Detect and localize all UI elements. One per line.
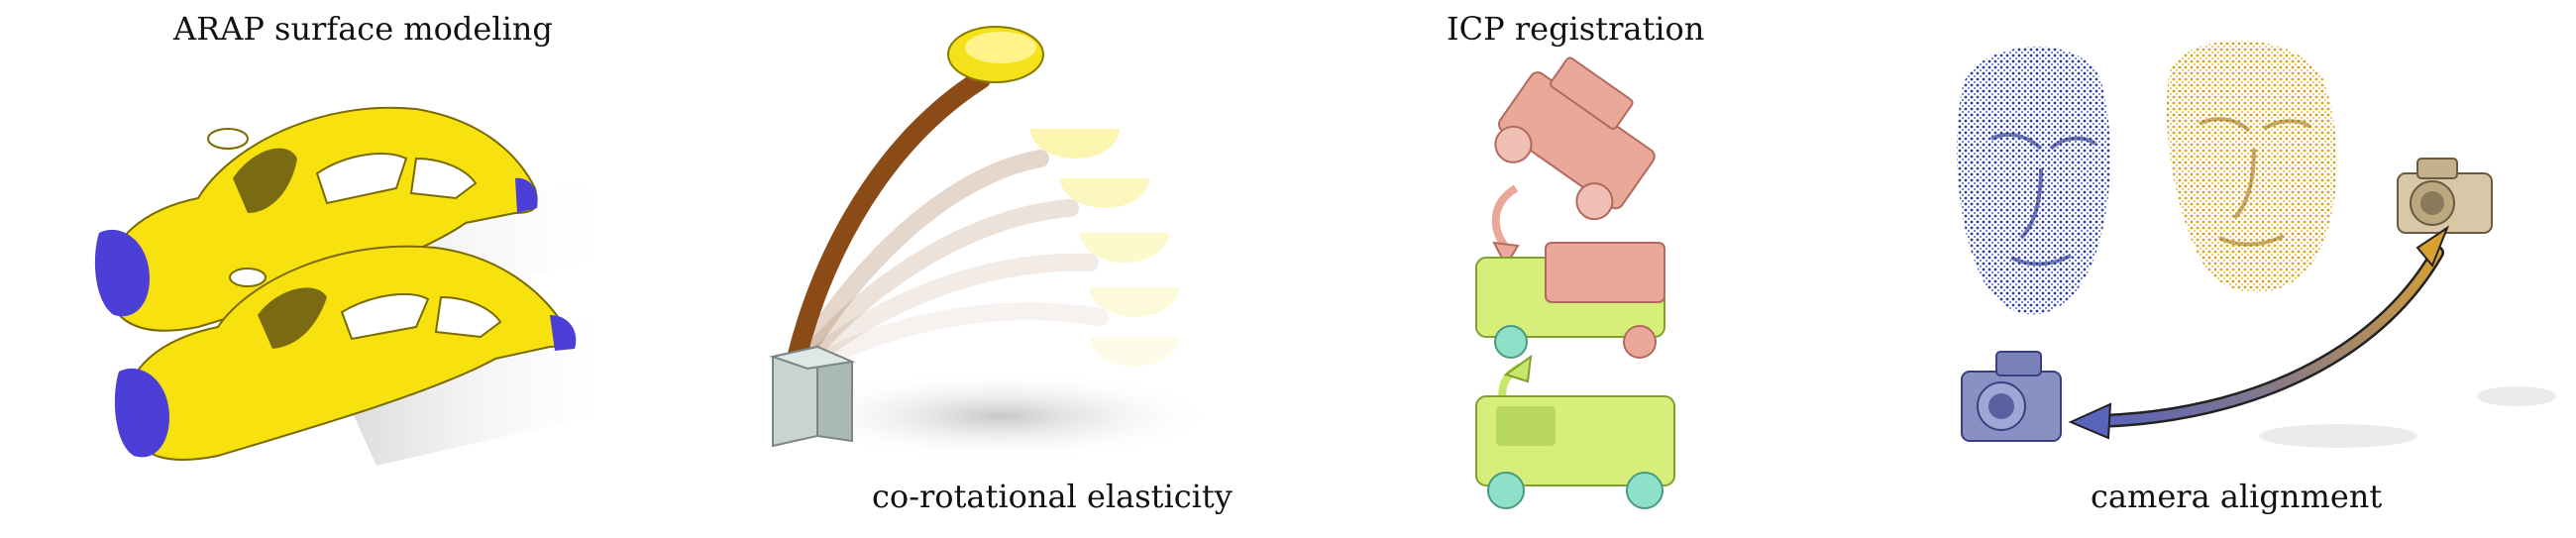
car-bottom (114, 245, 577, 462)
jeep-target (1494, 56, 1656, 221)
jeep-source (1475, 395, 1675, 509)
ground-shadow (783, 372, 1219, 461)
beam (783, 69, 991, 386)
icp-illustration (1475, 56, 1675, 509)
panel-corot: co-rotational elasticity (753, 0, 1308, 538)
camera-illustration (1957, 41, 2556, 448)
panel-arap: ARAP surface modeling (0, 0, 614, 538)
corot-illustration (769, 26, 1219, 461)
bowl (947, 26, 1044, 83)
base-block (769, 345, 856, 448)
point-cloud-blue (1957, 47, 2110, 315)
point-cloud-gold (2166, 41, 2337, 293)
arap-illustration (94, 106, 604, 466)
jeep-aligned (1475, 242, 1665, 359)
camera-beige (2397, 158, 2493, 234)
camera-blue (1961, 351, 2062, 442)
arrow-pink (1491, 184, 1519, 251)
caption-camera: camera alignment (2091, 478, 2383, 515)
ghost-bowls (1030, 129, 1179, 367)
car-top (94, 106, 538, 332)
panel-icp: ICP registration (1407, 0, 1803, 538)
ghost-beams (784, 150, 1109, 385)
arrow-head-left (2068, 402, 2112, 440)
arrow-head-right (2415, 225, 2450, 268)
caption-corot: co-rotational elasticity (872, 478, 1233, 515)
caption-arap: ARAP surface modeling (173, 10, 553, 48)
caption-icp: ICP registration (1447, 10, 1705, 48)
panel-camera: camera alignment (1922, 0, 2576, 538)
